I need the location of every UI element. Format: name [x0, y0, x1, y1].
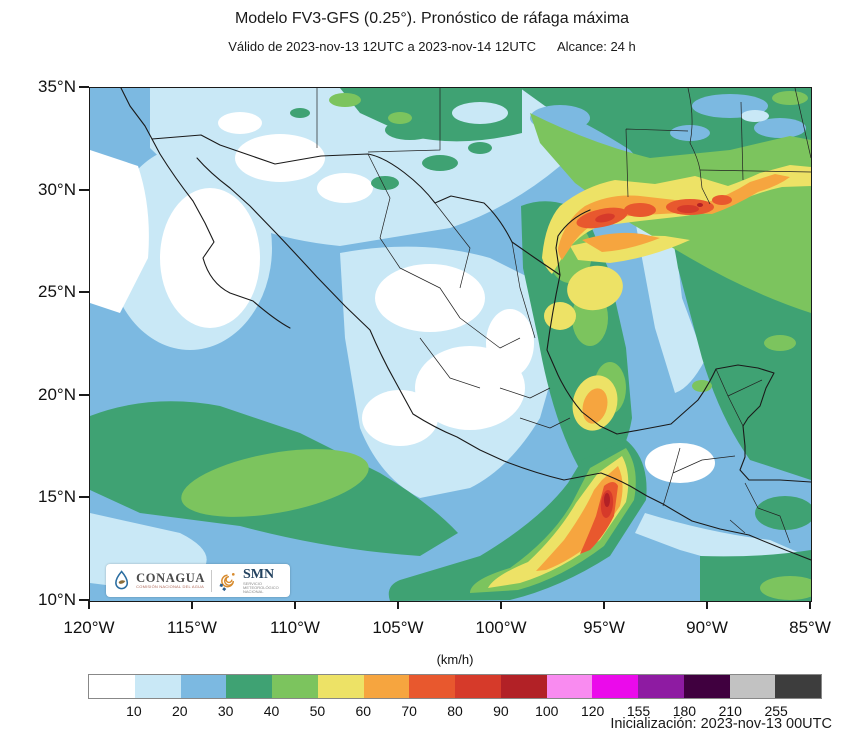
lat-tick-mark [79, 393, 89, 396]
smn-name: SMN [243, 566, 275, 582]
colorbar-segment [592, 675, 638, 698]
lat-tick-label: 20°N [38, 384, 76, 404]
state-borders [316, 88, 811, 544]
lat-tick-label: 15°N [38, 487, 76, 507]
lon-tick-mark [294, 601, 296, 609]
lat-tick-mark [79, 291, 89, 294]
colorbar-segment [546, 675, 593, 698]
colorbar-segment [409, 675, 455, 698]
lat-tick-label: 25°N [38, 282, 76, 302]
lat-tick-mark [79, 188, 89, 191]
lon-tick-mark [500, 601, 502, 609]
lat-tick-label: 10°N [38, 590, 76, 609]
lon-tick-label: 100°W [475, 618, 527, 637]
colorbar-segment [317, 675, 364, 698]
coastline [120, 88, 811, 561]
agency-logos: CONAGUA COMISIÓN NACIONAL DEL AGUA SMN S… [106, 564, 290, 597]
lat-tick-label: 35°N [38, 77, 76, 96]
colorbar-boundary-label: 80 [447, 703, 463, 719]
conagua-subtitle: COMISIÓN NACIONAL DEL AGUA [136, 584, 204, 589]
lon-tick-label: 95°W [583, 618, 625, 637]
lat-tick-mark [79, 86, 89, 88]
conagua-logo-icon [115, 569, 129, 589]
colorbar-boundary-label: 40 [263, 703, 280, 719]
colorbar-boundary-label: 255 [764, 703, 788, 719]
colorbar-unit-label: (km/h) [436, 652, 474, 667]
smn-wordmark: SMN SERVICIO METEOROLÓGICO NACIONAL [243, 566, 283, 594]
smn-subtitle: SERVICIO METEOROLÓGICO NACIONAL [243, 580, 279, 594]
colorbar-boundary-label: 120 [580, 703, 605, 719]
valid-label: Válido de 2023-nov-13 12UTC a 2023-nov-1… [228, 39, 537, 54]
colorbar-segment [226, 675, 272, 698]
conagua-wordmark: CONAGUA COMISIÓN NACIONAL DEL AGUA [136, 572, 205, 589]
colorbar-segment [180, 675, 227, 698]
smn-logo-icon [219, 572, 235, 591]
colorbar-segment [638, 675, 684, 698]
lon-tick-label: 110°W [270, 618, 320, 637]
valid-range: Válido de 2023-nov-13 12UTC a 2023-nov-1… [0, 39, 864, 54]
lon-tick-mark [809, 601, 811, 609]
reach-label: Alcance: 24 h [556, 39, 636, 54]
lat-tick-mark [79, 599, 89, 601]
colorbar-boundary-label: 155 [626, 703, 651, 719]
logo-divider [210, 569, 212, 592]
colorbar [88, 674, 822, 699]
lat-tick-mark [79, 496, 89, 499]
lat-tick-label: 30°N [38, 179, 76, 199]
colorbar-boundary-label: 30 [217, 703, 234, 719]
colorbar-boundary-label: 50 [309, 703, 326, 719]
colorbar-segment [455, 675, 501, 698]
colorbar-boundary-label: 10 [126, 703, 142, 719]
colorbar-segment [775, 675, 821, 698]
lon-tick-label: 120°W [63, 618, 115, 637]
lon-tick-label: 115°W [167, 618, 217, 637]
lon-tick-label: 85°W [789, 618, 831, 637]
wind-gust-field [90, 88, 811, 601]
colorbar-segment [272, 675, 318, 698]
colorbar-boundary-label: 20 [171, 703, 188, 719]
page-title: Modelo FV3-GFS (0.25°). Pronóstico de rá… [234, 10, 630, 27]
colorbar-segment [683, 675, 730, 698]
initialization-label: Inicialización: 2023-nov-13 00UTC [610, 716, 832, 732]
lon-tick-mark [397, 601, 399, 609]
colorbar-boundary-label: 70 [401, 703, 417, 719]
colorbar-boundary-label: 210 [718, 703, 742, 719]
colorbar-segment [363, 675, 410, 698]
colorbar-segment [729, 675, 776, 698]
lon-tick-mark [603, 601, 605, 609]
map-canvas: CONAGUA COMISIÓN NACIONAL DEL AGUA SMN S… [89, 87, 812, 602]
colorbar-segment [500, 675, 547, 698]
colorbar-segment [89, 675, 135, 698]
colorbar-boundary-label: 90 [493, 703, 509, 719]
colorbar-segment [134, 675, 181, 698]
colorbar-boundary-label: 180 [672, 703, 697, 719]
lon-tick-mark [706, 601, 708, 609]
colorbar-boundary-label: 60 [355, 703, 372, 719]
lon-tick-label: 90°W [686, 618, 728, 637]
lon-tick-mark [191, 601, 193, 609]
colorbar-boundary-label: 100 [535, 703, 559, 719]
lon-tick-mark [88, 601, 90, 609]
lon-tick-label: 105°W [372, 618, 424, 637]
conagua-name: CONAGUA [136, 571, 205, 585]
